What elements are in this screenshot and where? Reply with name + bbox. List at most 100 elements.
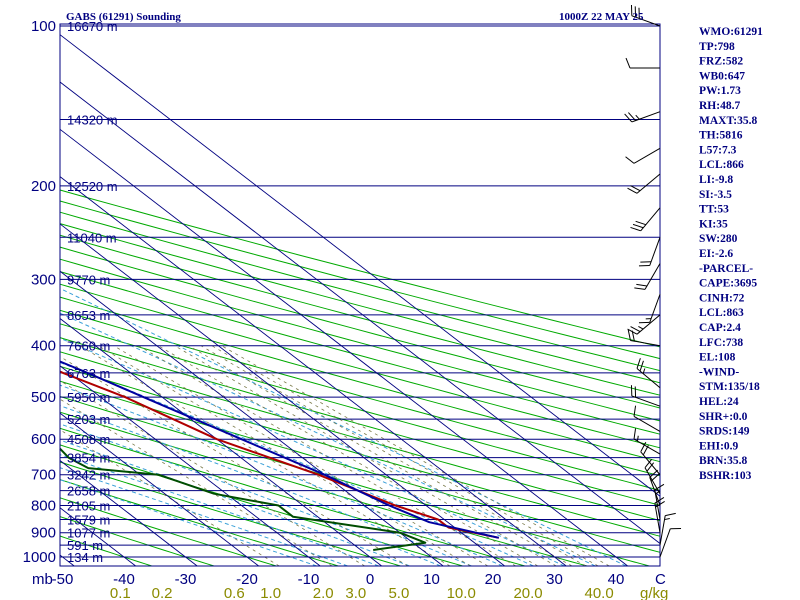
dry-adiabat-line <box>59 479 339 567</box>
height-label: 12520 m <box>67 179 118 194</box>
mixing-ratio-tick-labels: 0.1 0.2 0.6 1.0 2.0 3.0 5.0 10.0 20.0 40.0 <box>110 585 614 600</box>
height-label: 134 m <box>67 550 103 565</box>
dry-adiabat-line <box>59 323 661 491</box>
dry-adiabat-line <box>59 365 661 537</box>
pressure-tick-label: 200 <box>31 178 56 195</box>
moist-adiabat-line <box>59 384 503 567</box>
dry-adiabat-line <box>59 189 661 348</box>
dry-adiabat-line <box>59 535 152 567</box>
height-label: 1579 m <box>67 513 110 528</box>
height-label: 9770 m <box>67 272 110 287</box>
wind-barb <box>638 237 661 267</box>
wind-barb <box>644 458 661 494</box>
mixing-ratio-line <box>79 345 451 567</box>
dry-adiabat-line <box>59 223 661 384</box>
height-label: 14320 m <box>67 113 118 128</box>
temperature-tick-label: -50 <box>52 571 74 588</box>
temperature-tick-label: -40 <box>113 571 135 588</box>
pressure-tick-label: 900 <box>31 525 56 542</box>
temperature-unit-label: C <box>655 571 666 588</box>
dry-adiabat-line <box>59 234 661 396</box>
dry-adiabat-line <box>59 516 215 567</box>
dry-adiabat-line <box>59 444 463 567</box>
dry-adiabat-line <box>59 271 661 435</box>
dry-adiabat-line <box>59 200 661 360</box>
wind-barb <box>654 497 665 533</box>
sounding-profiles <box>59 360 500 551</box>
chart-title: GABS (61291) Sounding <box>66 11 181 23</box>
temperature-tick-label: 30 <box>546 571 563 588</box>
moist-adiabat-line <box>59 479 317 567</box>
wind-barb <box>625 147 661 164</box>
plot-frame <box>59 23 661 567</box>
temperature-tick-label: -30 <box>175 571 197 588</box>
mixing-ratio-tick-label: 0.1 <box>110 585 131 600</box>
parcel-line <box>59 360 500 539</box>
height-label: 2105 m <box>67 499 110 514</box>
index-item: -PARCEL- <box>699 263 753 275</box>
dry-adiabats <box>59 189 661 567</box>
wind-barb <box>636 358 661 389</box>
isotherm-line <box>59 128 628 567</box>
index-item: RH:48.7 <box>699 100 740 112</box>
pressure-unit-label: mb <box>32 571 53 588</box>
temperature-tick-label: 20 <box>485 571 502 588</box>
height-label: 3242 m <box>67 468 110 483</box>
dry-adiabat-line <box>59 380 661 553</box>
temperature-tick-label: -20 <box>236 571 258 588</box>
height-label: 591 m <box>67 538 103 553</box>
index-item: EHI:0.9 <box>699 440 739 452</box>
index-item: CAP:2.4 <box>699 322 741 334</box>
pressure-tick-label: 400 <box>31 338 56 355</box>
mixing-ratio-line <box>113 345 489 567</box>
dry-adiabat-line <box>59 337 661 506</box>
height-label: 2658 m <box>67 484 110 499</box>
dry-adiabat-line <box>59 246 661 409</box>
dry-adiabat-line <box>59 497 277 567</box>
isotherm-line <box>59 270 444 567</box>
mixing-ratio-line <box>200 345 586 567</box>
temperature-tick-label: -10 <box>298 571 320 588</box>
index-item: LCL:866 <box>699 159 744 171</box>
height-label: 7660 m <box>67 339 110 354</box>
wind-barb <box>659 527 682 558</box>
index-item: BSHR:103 <box>699 470 752 482</box>
mixing-ratio-line <box>221 345 610 567</box>
index-item: LFC:738 <box>699 337 743 349</box>
pressure-tick-label: 600 <box>31 431 56 448</box>
index-item: CINH:72 <box>699 292 745 304</box>
index-item: LCL:863 <box>699 307 744 319</box>
dewpoint-line <box>59 448 427 551</box>
height-label: 16670 m <box>67 19 118 34</box>
pressure-tick-labels: 100 200 300 400 500 600 700 800 900 1000 <box>23 18 56 566</box>
pressure-tick-label: 100 <box>31 18 56 35</box>
mixing-ratio-tick-label: 0.6 <box>224 585 245 600</box>
mixing-ratio-tick-label: 3.0 <box>345 585 366 600</box>
chart-subtitle: 1000Z 22 MAY 25 <box>559 11 644 23</box>
isotherm-line <box>59 34 661 497</box>
index-item: TH:5816 <box>699 130 743 142</box>
isotherm-line <box>59 460 198 567</box>
wind-barb <box>630 385 661 407</box>
index-item: SW:280 <box>699 233 738 245</box>
dry-adiabat-line <box>59 309 661 477</box>
moist-adiabat-line <box>59 467 348 567</box>
mixing-ratio-line <box>157 345 538 567</box>
mixing-ratio-line <box>174 345 557 567</box>
height-label: 11040 m <box>67 230 117 245</box>
wind-barb <box>627 329 661 347</box>
height-labels: 16670 m 14320 m 12520 m 11040 m 9770 m 8653 m… <box>67 19 118 565</box>
wind-barb <box>630 207 661 232</box>
index-item: MAXT:35.8 <box>699 115 757 127</box>
wind-profile <box>624 4 682 558</box>
mixing-ratio-tick-label: 20.0 <box>513 585 542 600</box>
temperature-tick-label: 10 <box>423 571 440 588</box>
mixing-ratio-lines <box>59 345 610 567</box>
height-label: 8653 m <box>67 308 110 323</box>
index-item: L57:7.3 <box>699 144 737 156</box>
mixing-ratio-line <box>188 345 573 567</box>
height-label: 5950 m <box>67 390 110 405</box>
mixing-ratio-tick-label: 2.0 <box>313 585 334 600</box>
wind-barb <box>633 405 661 432</box>
